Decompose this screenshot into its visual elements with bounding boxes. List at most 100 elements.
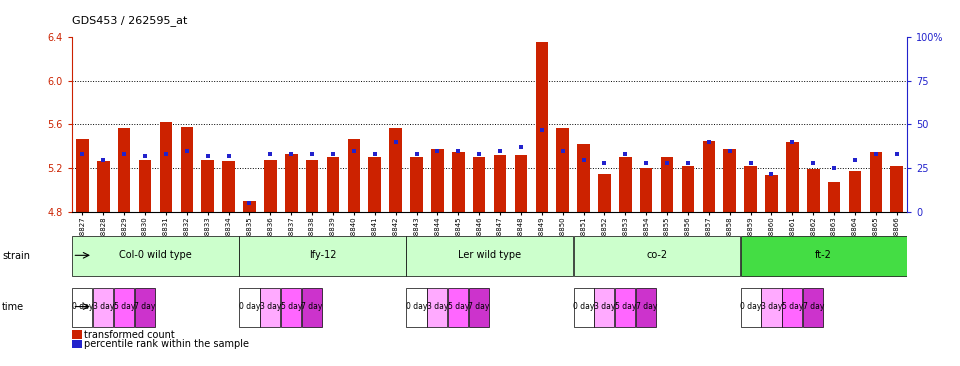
Text: 7 day: 7 day (636, 302, 657, 311)
Point (325, 152, 341, 157)
Bar (786, 142, 799, 212)
Bar (285, 154, 298, 212)
Bar (493, 155, 506, 212)
Text: percentile rank within the sample: percentile rank within the sample (84, 339, 250, 349)
FancyBboxPatch shape (239, 288, 259, 327)
Text: 5 day: 5 day (113, 302, 135, 311)
Bar (577, 144, 589, 212)
Point (827, 165, 842, 171)
Point (96, 157, 111, 163)
Bar (870, 152, 882, 212)
Bar (306, 160, 319, 212)
Point (617, 152, 633, 157)
Text: strain: strain (2, 251, 30, 261)
FancyBboxPatch shape (594, 288, 614, 327)
Bar (598, 174, 611, 212)
Point (848, 157, 863, 163)
Bar (243, 201, 255, 212)
FancyBboxPatch shape (573, 236, 740, 276)
Point (722, 148, 737, 154)
Bar (724, 149, 736, 212)
Point (221, 153, 236, 159)
Bar (807, 169, 820, 212)
Text: 0 day: 0 day (406, 302, 427, 311)
FancyBboxPatch shape (260, 288, 280, 327)
Point (868, 152, 883, 157)
Point (889, 152, 904, 157)
Point (263, 152, 278, 157)
Point (283, 152, 299, 157)
FancyBboxPatch shape (406, 236, 573, 276)
Point (597, 160, 612, 166)
Point (555, 148, 570, 154)
Text: 5 day: 5 day (781, 302, 804, 311)
Text: 7 day: 7 day (803, 302, 824, 311)
Bar (640, 168, 653, 212)
Text: transformed count: transformed count (84, 330, 176, 340)
FancyBboxPatch shape (135, 288, 156, 327)
FancyBboxPatch shape (72, 288, 92, 327)
Point (75, 152, 90, 157)
FancyBboxPatch shape (636, 288, 657, 327)
Text: 3 day: 3 day (593, 302, 615, 311)
Point (743, 160, 758, 166)
Point (471, 152, 487, 157)
Bar (390, 128, 402, 212)
Point (681, 160, 696, 166)
FancyBboxPatch shape (281, 288, 301, 327)
Point (304, 152, 320, 157)
FancyBboxPatch shape (740, 288, 760, 327)
Point (638, 160, 654, 166)
Point (367, 152, 382, 157)
Text: lfy-12: lfy-12 (309, 250, 336, 260)
Text: 0 day: 0 day (573, 302, 594, 311)
Bar (159, 122, 172, 212)
Bar (682, 166, 694, 212)
Bar (619, 157, 632, 212)
Point (116, 152, 132, 157)
Text: 3 day: 3 day (259, 302, 281, 311)
Point (784, 139, 800, 145)
Text: 3 day: 3 day (760, 302, 782, 311)
Bar (891, 166, 903, 212)
Bar (118, 128, 131, 212)
Bar (765, 175, 778, 212)
Bar (536, 42, 548, 212)
FancyBboxPatch shape (448, 288, 468, 327)
Point (701, 139, 716, 145)
Bar (473, 157, 486, 212)
Text: time: time (2, 302, 24, 313)
Point (805, 160, 821, 166)
Text: 0 day: 0 day (740, 302, 761, 311)
Text: GDS453 / 262595_at: GDS453 / 262595_at (72, 15, 187, 26)
Text: 7 day: 7 day (301, 302, 323, 311)
Bar (410, 157, 422, 212)
Text: co-2: co-2 (646, 250, 667, 260)
Text: 7 day: 7 day (134, 302, 156, 311)
Bar (326, 157, 339, 212)
Point (492, 148, 508, 154)
Bar (139, 160, 152, 212)
FancyBboxPatch shape (740, 236, 907, 276)
Point (137, 153, 153, 159)
Point (534, 127, 549, 132)
Text: 5 day: 5 day (614, 302, 636, 311)
Text: 0 day: 0 day (72, 302, 93, 311)
Bar (202, 160, 214, 212)
Point (514, 144, 529, 150)
Text: 3 day: 3 day (426, 302, 448, 311)
Bar (76, 139, 88, 212)
FancyBboxPatch shape (427, 288, 447, 327)
Point (242, 201, 257, 206)
FancyBboxPatch shape (406, 288, 426, 327)
FancyBboxPatch shape (469, 288, 490, 327)
Text: 3 day: 3 day (92, 302, 114, 311)
Bar (849, 171, 861, 212)
Point (764, 171, 780, 176)
FancyBboxPatch shape (302, 288, 323, 327)
Text: ft-2: ft-2 (815, 250, 832, 260)
Bar (348, 139, 360, 212)
Bar (703, 141, 715, 212)
Bar (97, 161, 109, 212)
FancyBboxPatch shape (804, 288, 824, 327)
